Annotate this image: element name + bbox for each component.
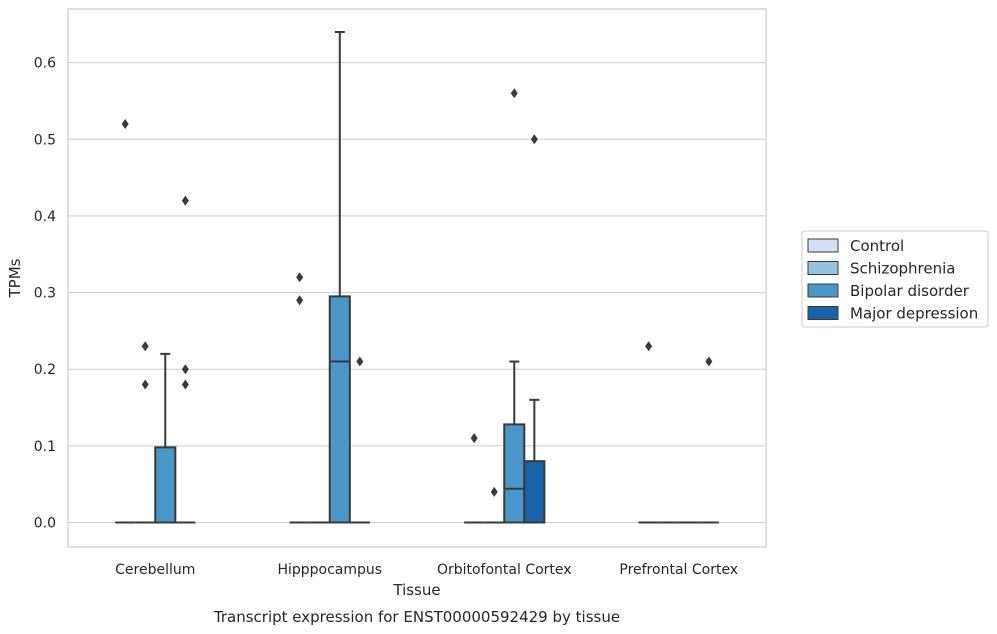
box-body bbox=[328, 295, 351, 524]
legend-frame bbox=[801, 230, 989, 328]
outlier-point bbox=[510, 88, 518, 99]
outlier-point bbox=[356, 356, 364, 367]
category-group bbox=[464, 88, 546, 524]
box-bipolar-disorder bbox=[328, 30, 351, 524]
box-major-depression bbox=[349, 356, 370, 524]
box-schizophrenia bbox=[484, 486, 505, 524]
chart-caption: Transcript expression for ENST0000059242… bbox=[213, 608, 620, 626]
legend-item: Major depression bbox=[807, 305, 978, 323]
outlier-point bbox=[121, 118, 129, 129]
y-tick-labels: 0.0 0.1 0.2 0.3 0.4 0.5 0.6 bbox=[34, 56, 56, 532]
box-body bbox=[503, 423, 526, 524]
outlier-point bbox=[141, 379, 149, 390]
legend-label: Schizophrenia bbox=[850, 260, 955, 278]
outlier-point bbox=[490, 486, 498, 497]
y-axis-label: TPMs bbox=[6, 258, 24, 298]
outlier-point bbox=[470, 433, 478, 444]
y-tick-label: 0.5 bbox=[34, 132, 56, 148]
legend-label: Control bbox=[850, 237, 904, 255]
y-tick-label: 0.6 bbox=[34, 56, 56, 72]
legend-swatch bbox=[807, 261, 839, 275]
legend-label: Major depression bbox=[850, 305, 978, 323]
outlier-point bbox=[181, 379, 189, 390]
legend: Control Schizophrenia Bipolar disorder Majo… bbox=[801, 230, 989, 328]
box-body bbox=[523, 460, 546, 524]
outlier-point bbox=[645, 341, 653, 352]
legend-swatch bbox=[807, 283, 839, 298]
plot-frame bbox=[67, 8, 767, 548]
outlier-point bbox=[705, 356, 713, 367]
legend-item: Control bbox=[807, 237, 904, 255]
x-tick-label: Prefrontal Cortex bbox=[619, 562, 738, 578]
category-group bbox=[115, 118, 196, 524]
x-tick-label: Cerebellum bbox=[115, 562, 195, 578]
box-control bbox=[289, 272, 310, 524]
outlier-point bbox=[296, 295, 304, 306]
x-tick-label: Hipppocampus bbox=[277, 562, 382, 578]
box-major-depression bbox=[175, 195, 196, 524]
x-tick-label: Orbitofontal Cortex bbox=[437, 562, 572, 578]
outlier-point bbox=[296, 272, 304, 283]
category-group bbox=[289, 30, 370, 524]
box-bipolar-disorder bbox=[154, 352, 177, 524]
x-tick-labels: Cerebellum Hipppocampus Orbitofontal Corte… bbox=[115, 562, 738, 578]
legend-swatch bbox=[807, 238, 839, 253]
legend-swatch bbox=[807, 306, 839, 320]
box-body bbox=[154, 446, 177, 524]
outlier-point bbox=[181, 195, 189, 206]
x-axis-label: Tissue bbox=[392, 581, 440, 599]
legend-label: Bipolar disorder bbox=[850, 282, 970, 300]
y-tick-label: 0.3 bbox=[34, 286, 56, 302]
box-major-depression bbox=[523, 134, 546, 524]
y-tick-label: 0.2 bbox=[34, 362, 56, 378]
outlier-point bbox=[530, 134, 538, 145]
outlier-point bbox=[141, 341, 149, 352]
box-control bbox=[115, 118, 136, 524]
category-group bbox=[638, 341, 719, 524]
box-control bbox=[638, 341, 659, 524]
y-tick-label: 0.0 bbox=[34, 515, 56, 531]
box-control bbox=[464, 433, 485, 524]
box-groups bbox=[115, 30, 719, 524]
legend-item: Schizophrenia bbox=[807, 260, 955, 278]
box-major-depression bbox=[698, 356, 719, 524]
outlier-point bbox=[181, 364, 189, 375]
y-tick-label: 0.4 bbox=[34, 209, 56, 225]
y-tick-label: 0.1 bbox=[34, 439, 56, 455]
legend-item: Bipolar disorder bbox=[807, 282, 970, 300]
box-schizophrenia bbox=[135, 341, 156, 524]
